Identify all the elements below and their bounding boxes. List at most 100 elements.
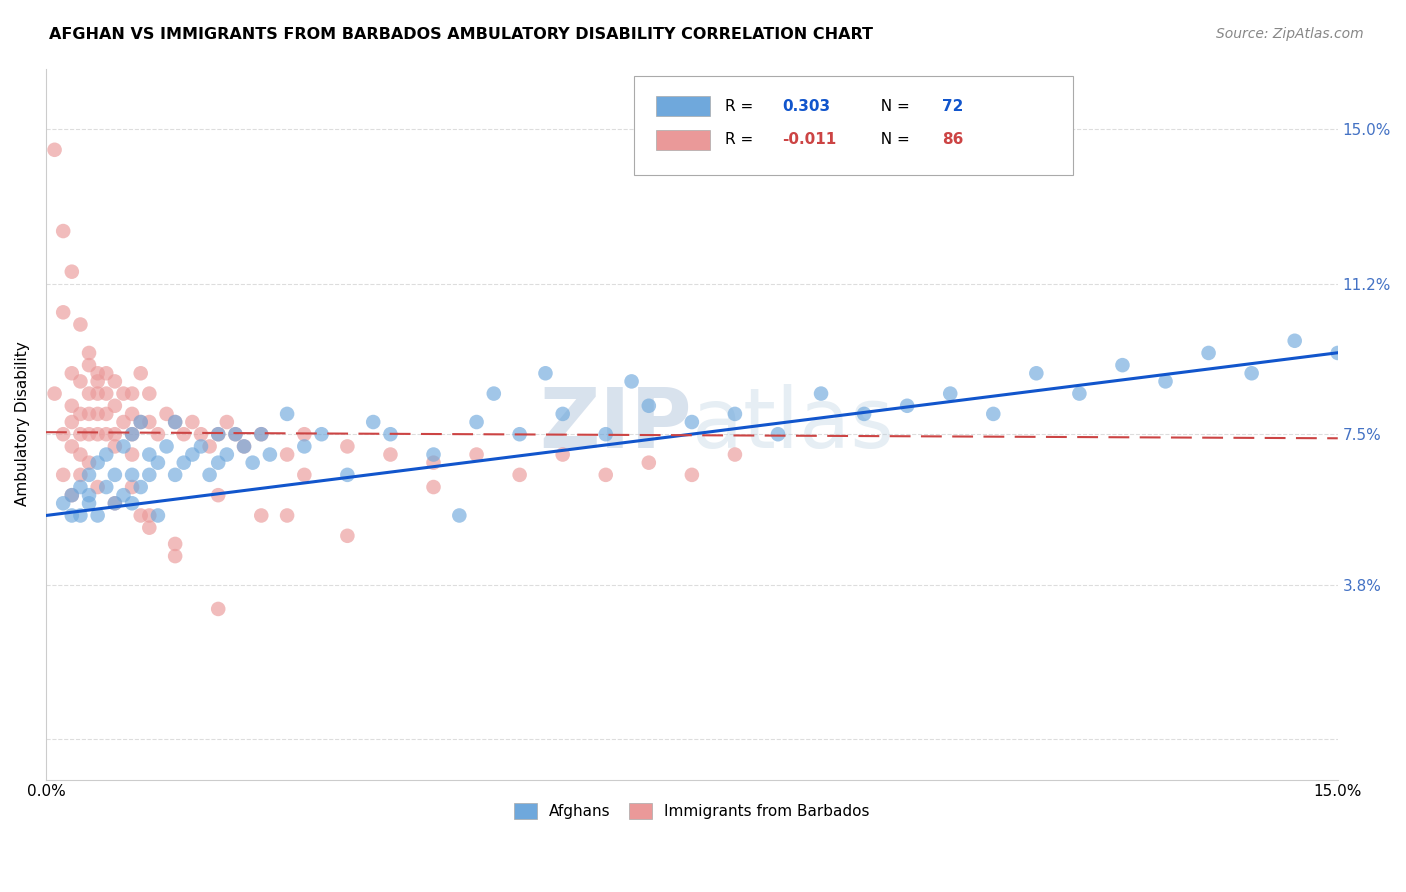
Point: [138, 386, 160, 401]
Point: [69, 508, 91, 523]
Point: [112, 386, 135, 401]
Point: [422, 456, 444, 470]
Point: [129, 480, 152, 494]
Point: [896, 399, 918, 413]
Point: [155, 407, 177, 421]
Point: [250, 427, 273, 442]
Point: [276, 508, 298, 523]
Point: [155, 439, 177, 453]
Point: [198, 467, 221, 482]
Point: [44, 386, 66, 401]
Point: [69, 480, 91, 494]
Point: [551, 448, 574, 462]
Point: [77, 346, 100, 360]
Point: [422, 448, 444, 462]
Point: [380, 427, 402, 442]
Point: [86, 456, 108, 470]
Point: [96, 427, 118, 442]
Point: [96, 448, 118, 462]
Point: [620, 375, 643, 389]
Point: [69, 375, 91, 389]
Point: [121, 407, 143, 421]
Point: [60, 439, 83, 453]
Point: [276, 448, 298, 462]
Point: [292, 439, 315, 453]
Point: [336, 467, 359, 482]
Point: [259, 448, 281, 462]
Point: [292, 467, 315, 482]
Point: [766, 427, 789, 442]
Point: [181, 415, 204, 429]
Point: [173, 456, 195, 470]
Point: [509, 467, 531, 482]
Point: [69, 427, 91, 442]
Point: [181, 448, 204, 462]
Point: [129, 415, 152, 429]
Point: [1069, 386, 1091, 401]
Point: [86, 375, 108, 389]
Text: ZIP: ZIP: [540, 384, 692, 465]
Point: [165, 467, 187, 482]
Point: [810, 386, 832, 401]
Point: [215, 448, 238, 462]
Point: [77, 358, 100, 372]
Point: [121, 496, 143, 510]
Point: [52, 305, 75, 319]
Point: [198, 439, 221, 453]
Point: [207, 456, 229, 470]
Point: [173, 427, 195, 442]
Point: [242, 456, 264, 470]
Point: [129, 415, 152, 429]
Point: [146, 456, 169, 470]
Point: [104, 375, 127, 389]
FancyBboxPatch shape: [655, 129, 710, 150]
Text: R =: R =: [725, 132, 759, 147]
Point: [69, 467, 91, 482]
Point: [595, 427, 617, 442]
Point: [207, 488, 229, 502]
Point: [250, 508, 273, 523]
Point: [121, 448, 143, 462]
Point: [52, 467, 75, 482]
Point: [422, 480, 444, 494]
Point: [121, 386, 143, 401]
Text: atlas: atlas: [692, 384, 894, 465]
FancyBboxPatch shape: [634, 76, 1073, 175]
Point: [77, 386, 100, 401]
Point: [853, 407, 876, 421]
Point: [224, 427, 246, 442]
Point: [112, 415, 135, 429]
Point: [138, 508, 160, 523]
FancyBboxPatch shape: [655, 96, 710, 116]
Point: [96, 407, 118, 421]
Point: [681, 415, 703, 429]
Point: [336, 439, 359, 453]
Point: [112, 488, 135, 502]
Point: [121, 427, 143, 442]
Point: [361, 415, 384, 429]
Point: [60, 399, 83, 413]
Point: [276, 407, 298, 421]
Text: 86: 86: [942, 132, 965, 147]
Point: [637, 399, 659, 413]
Point: [224, 427, 246, 442]
Point: [138, 467, 160, 482]
Point: [121, 427, 143, 442]
Point: [551, 407, 574, 421]
Point: [104, 496, 127, 510]
Point: [292, 427, 315, 442]
Point: [60, 415, 83, 429]
Point: [96, 386, 118, 401]
Point: [1284, 334, 1306, 348]
Point: [52, 427, 75, 442]
Text: 0.303: 0.303: [782, 99, 831, 113]
Point: [77, 456, 100, 470]
Point: [121, 480, 143, 494]
Point: [138, 521, 160, 535]
Point: [104, 467, 127, 482]
Text: -0.011: -0.011: [782, 132, 837, 147]
Point: [86, 386, 108, 401]
Point: [60, 508, 83, 523]
Y-axis label: Ambulatory Disability: Ambulatory Disability: [15, 342, 30, 507]
Point: [146, 427, 169, 442]
